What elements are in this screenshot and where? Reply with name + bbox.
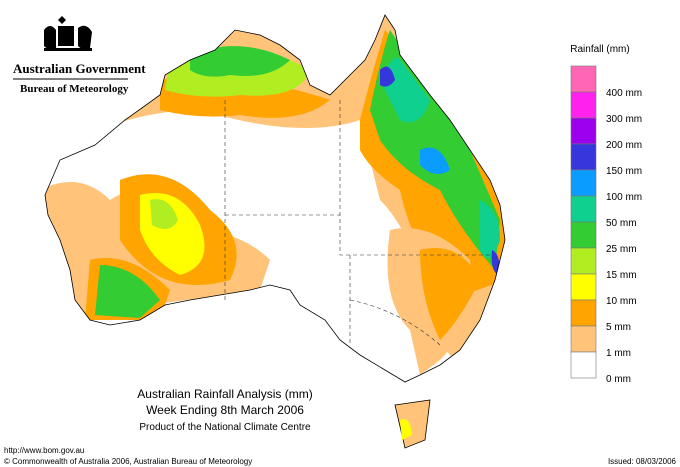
map-subtitle: Week Ending 8th March 2006 [146, 403, 304, 417]
legend-label: 300 mm [606, 114, 642, 125]
legend-swatch [570, 195, 597, 223]
legend-swatch [570, 221, 597, 249]
legend-swatch [570, 351, 597, 379]
footer-url: http://www.bom.gov.au [4, 446, 84, 455]
map-title: Australian Rainfall Analysis (mm) [137, 387, 312, 401]
legend-swatch [570, 65, 597, 93]
legend-swatch [570, 143, 597, 171]
legend-swatch [570, 325, 597, 353]
legend-label: 1 mm [606, 348, 631, 359]
legend-swatch [570, 117, 597, 145]
legend-label: 150 mm [606, 166, 642, 177]
government-name: Australian Government [13, 61, 146, 76]
legend-label: 100 mm [606, 192, 642, 203]
legend-label: 5 mm [606, 322, 631, 333]
footer-copyright: © Commonwealth of Australia 2006, Austra… [4, 457, 252, 466]
tasmania [394, 399, 431, 449]
legend-swatch [570, 91, 597, 119]
legend-swatch [570, 247, 597, 275]
map-credit: Product of the National Climate Centre [139, 422, 311, 433]
legend-label: 400 mm [606, 88, 642, 99]
legend-label: 10 mm [606, 296, 637, 307]
legend-label: 15 mm [606, 270, 637, 281]
map [44, 14, 506, 449]
legend: 400 mm 300 mm 200 mm 150 mm 100 mm 50 mm 25 mm… [570, 65, 642, 385]
bureau-name: Bureau of Meteorology [20, 83, 129, 95]
legend-label: 200 mm [606, 140, 642, 151]
legend-label: 0 mm [606, 374, 631, 385]
legend-title: Rainfall (mm) [570, 44, 629, 55]
legend-label: 50 mm [606, 218, 637, 229]
legend-swatch [570, 299, 597, 327]
legend-swatch [570, 169, 597, 197]
state-borders [224, 100, 490, 346]
tasmania-rain [400, 419, 412, 440]
legend-swatch [570, 273, 597, 301]
legend-label: 25 mm [606, 244, 637, 255]
footer-issued: Issued: 08/03/2006 [608, 457, 677, 466]
coat-of-arms [44, 16, 92, 51]
